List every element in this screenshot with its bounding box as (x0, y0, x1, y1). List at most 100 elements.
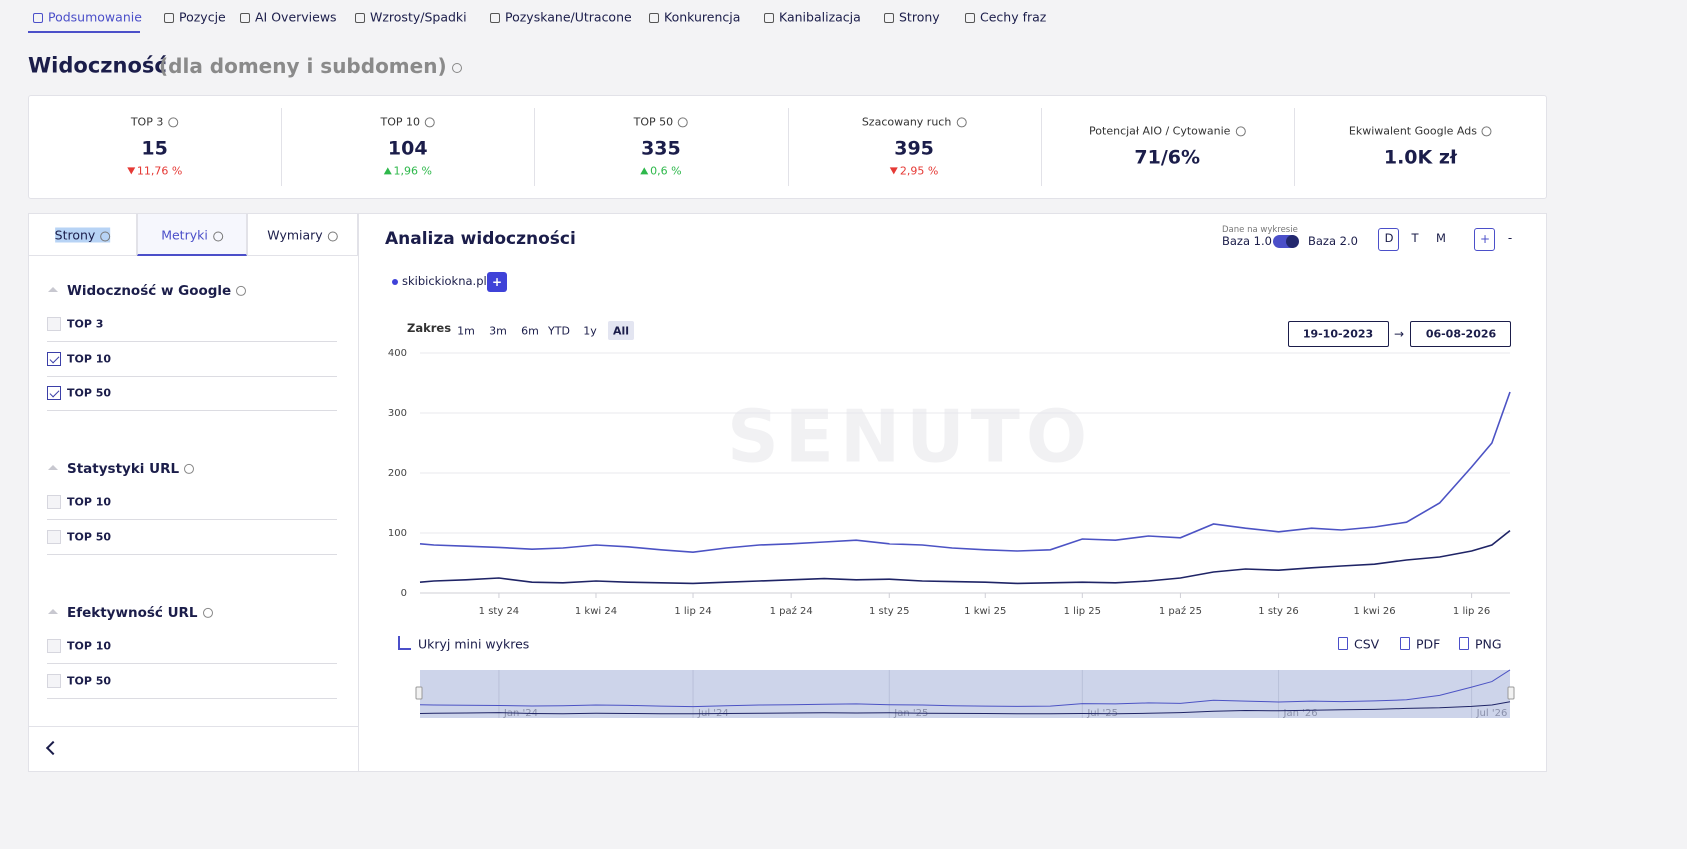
checkbox[interactable] (47, 495, 61, 509)
export-button[interactable]: CSV (1354, 636, 1380, 652)
collapse-caret (48, 609, 58, 614)
nav-tab[interactable]: Pozycje (179, 9, 226, 25)
checkbox[interactable] (47, 317, 61, 331)
checkbox[interactable] (47, 386, 61, 400)
info-icon (100, 231, 111, 241)
item-divider (47, 553, 337, 555)
range-button[interactable]: All (612, 324, 630, 338)
kpi-divider (281, 108, 283, 186)
info-icon (1481, 126, 1492, 137)
range-button[interactable]: YTD (548, 324, 570, 338)
mini-chart-icon (398, 636, 411, 650)
collapse-caret (48, 287, 58, 292)
zoom-out[interactable]: - (1507, 230, 1513, 245)
nav-tab[interactable]: Cechy fraz (980, 9, 1047, 25)
nav-icon (884, 13, 894, 23)
checkbox[interactable] (47, 673, 61, 688)
range-active (608, 321, 634, 340)
granularity[interactable]: D (1384, 231, 1394, 246)
granularity[interactable]: T (1411, 231, 1419, 246)
nav-tab[interactable]: Wzrosty/Spadki (370, 9, 467, 25)
add-button[interactable] (487, 272, 507, 292)
sidebar-tab[interactable]: Wymiary (267, 228, 338, 243)
item-label: TOP 50 (67, 386, 112, 400)
info-icon (184, 463, 195, 474)
date-arrow: → (1393, 326, 1405, 341)
nav-icon (490, 13, 500, 23)
kpi-change: 1,96 % (383, 164, 432, 177)
sidebar-tab-bg (247, 213, 358, 256)
info-icon (327, 231, 338, 241)
nav-icon (965, 13, 975, 23)
kpi-label: TOP 10 (380, 115, 436, 128)
nav-tab[interactable]: AI Overviews (255, 9, 337, 25)
kpi-change: 11,76 % (126, 164, 182, 177)
nav-tab[interactable]: Konkurencja (664, 9, 741, 25)
mini-toggle[interactable]: Ukryj mini wykres (418, 636, 530, 652)
checkbox[interactable] (47, 639, 61, 653)
checkbox[interactable] (47, 351, 61, 366)
info-icon (678, 117, 689, 128)
kpi-divider (534, 108, 536, 186)
domain-label: skibickiokna.pl (402, 274, 487, 289)
sidebar-footer-line (28, 726, 359, 727)
toggle-right: Baza 2.0 (1308, 234, 1358, 249)
item-label: TOP 10 (67, 639, 112, 653)
section-title: Efektywność URL (67, 605, 213, 621)
nav-tab[interactable]: Pozyskane/Utracone (505, 9, 632, 25)
nav-tab[interactable]: Podsumowanie (48, 9, 142, 25)
file-icon (1338, 637, 1348, 650)
zoom-box (1474, 228, 1495, 251)
kpi-value: 1.0K zł (1383, 146, 1457, 169)
page-subtitle: (dla domeny i subdomen) (159, 54, 462, 78)
checkbox[interactable] (47, 529, 61, 544)
range-label: Zakres (407, 321, 452, 336)
nav-icon (33, 13, 43, 23)
date-to[interactable]: 06-08-2026 (1425, 327, 1497, 341)
kpi-change: 2,95 % (889, 164, 938, 177)
range-button[interactable]: 1m (457, 324, 475, 338)
item-label: TOP 50 (67, 529, 112, 543)
range-button[interactable]: 3m (489, 324, 507, 338)
file-icon (1400, 637, 1410, 650)
nav-icon (240, 13, 250, 23)
sidebar-tab[interactable]: Strony (54, 227, 111, 243)
kpi-divider (1040, 108, 1042, 186)
info-icon (451, 62, 462, 73)
sidebar-tab[interactable]: Metryki (161, 228, 223, 243)
range-button[interactable]: 1y (583, 324, 597, 338)
toggle-caption: Dane na wykresie (1222, 224, 1298, 235)
sidebar-tab-bg (137, 213, 247, 256)
kpi-label: TOP 50 (634, 115, 689, 128)
zoom-in[interactable]: + (1479, 231, 1491, 246)
granularity[interactable]: M (1436, 231, 1446, 246)
range-button[interactable]: 6m (521, 324, 539, 338)
file-icon (1459, 637, 1469, 650)
page-title: Widoczność (28, 53, 167, 78)
kpi-label: TOP 3 (131, 115, 179, 128)
date-from[interactable]: 19-10-2023 (1302, 327, 1374, 341)
nav-icon (649, 13, 659, 23)
kpi-value: 335 (641, 137, 681, 160)
chart-card (358, 213, 1547, 772)
export-button[interactable]: PNG (1475, 636, 1502, 652)
kpi-divider (787, 108, 789, 186)
info-icon (425, 117, 436, 128)
kpi-value: 104 (387, 137, 428, 160)
kpi-label: Ekwiwalent Google Ads (1349, 124, 1492, 137)
info-icon (202, 607, 213, 618)
item-divider (47, 663, 337, 664)
section-title: Statystyki URL (67, 461, 195, 477)
check-mark (49, 353, 60, 363)
export-button[interactable]: PDF (1416, 636, 1441, 652)
kpi-label: Potencjał AIO / Cytowanie (1089, 124, 1246, 137)
add-button-label[interactable]: + (491, 274, 503, 289)
nav-tab[interactable]: Strony (899, 9, 940, 25)
info-icon (236, 285, 247, 296)
kpi-value: 71/6% (1134, 146, 1201, 169)
nav-tab[interactable]: Kanibalizacja (779, 9, 861, 25)
toggle-left: Baza 1.0 (1222, 234, 1272, 249)
panel-title: Analiza widoczności (385, 228, 576, 249)
kpi-change: 0,6 % (640, 164, 682, 177)
